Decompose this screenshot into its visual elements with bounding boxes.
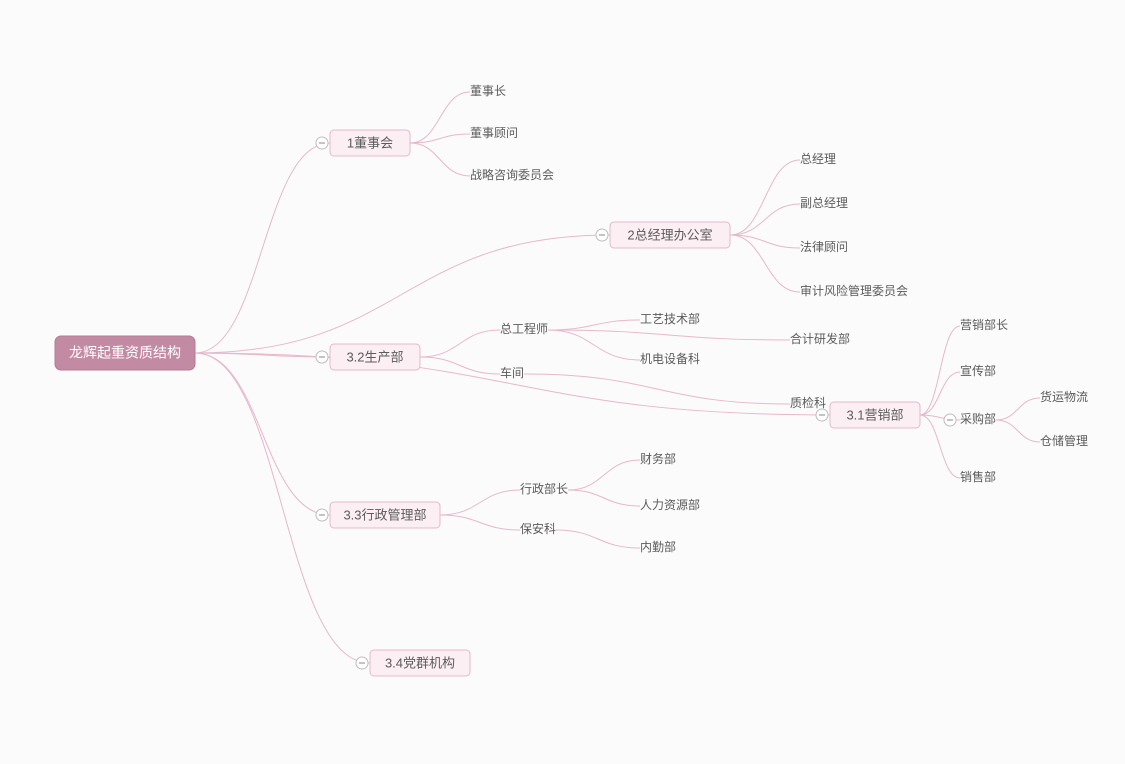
- edge: [195, 353, 330, 515]
- leaf-node[interactable]: 审计风险管理委员会: [800, 283, 908, 298]
- edge: [920, 326, 960, 415]
- collapse-toggle-icon[interactable]: [316, 137, 328, 149]
- leaf-node[interactable]: 保安科: [520, 521, 556, 536]
- collapse-toggle-icon[interactable]: [316, 509, 328, 521]
- branch-label: 3.2生产部: [346, 349, 403, 364]
- branch-label: 3.1营销部: [846, 407, 903, 422]
- edge: [730, 204, 800, 235]
- leaf-label: 战略咨询委员会: [470, 167, 554, 182]
- leaf-node[interactable]: 仓储管理: [1040, 433, 1088, 448]
- edge: [568, 490, 640, 506]
- edge: [568, 460, 640, 490]
- leaf-node[interactable]: 法律顾问: [800, 240, 848, 254]
- edge: [920, 372, 960, 415]
- leaf-node[interactable]: 内勤部: [640, 539, 676, 554]
- leaf-label: 车间: [500, 365, 524, 380]
- leaf-label: 人力资源部: [640, 497, 700, 512]
- leaf-node[interactable]: 营销部长: [960, 317, 1008, 332]
- root-node[interactable]: 龙辉起重资质结构: [55, 336, 195, 370]
- branch-node[interactable]: 3.3行政管理部: [316, 502, 440, 528]
- leaf-label: 采购部: [960, 411, 996, 426]
- edge: [440, 515, 520, 530]
- edge: [410, 143, 470, 176]
- leaf-node[interactable]: 董事长: [470, 84, 506, 98]
- collapse-toggle-icon[interactable]: [816, 409, 828, 421]
- leaf-label: 总工程师: [500, 321, 548, 336]
- edges-layer: [195, 92, 1040, 663]
- leaf-node[interactable]: 董事顾问: [470, 126, 518, 140]
- leaf-node[interactable]: 工艺技术部: [640, 311, 700, 326]
- leaf-label: 保安科: [520, 521, 556, 536]
- edge: [195, 143, 330, 353]
- leaf-label: 机电设备科: [640, 352, 700, 366]
- edge: [420, 330, 500, 357]
- leaf-label: 董事长: [470, 84, 506, 98]
- edge: [440, 490, 520, 515]
- branch-label: 3.4党群机构: [385, 655, 455, 670]
- leaf-node[interactable]: 机电设备科: [640, 352, 700, 366]
- leaf-node[interactable]: 战略咨询委员会: [470, 167, 554, 182]
- leaf-label: 货运物流: [1040, 389, 1088, 404]
- edge: [548, 320, 640, 330]
- branch-label: 1董事会: [347, 135, 393, 150]
- leaf-label: 销售部: [960, 469, 996, 484]
- leaf-label: 行政部长: [520, 481, 568, 496]
- branch-node[interactable]: 3.1营销部: [816, 402, 920, 428]
- edge: [556, 530, 640, 548]
- leaf-label: 副总经理: [800, 196, 848, 210]
- branch-node[interactable]: 3.2生产部: [316, 344, 420, 370]
- edge: [548, 330, 790, 340]
- leaf-node[interactable]: 总经理: [800, 152, 836, 166]
- collapse-toggle-icon[interactable]: [316, 351, 328, 363]
- root-label: 龙辉起重资质结构: [69, 345, 181, 361]
- branch-label: 2总经理办公室: [627, 227, 712, 242]
- branch-node[interactable]: 3.4党群机构: [356, 650, 470, 676]
- leaf-node[interactable]: 人力资源部: [640, 497, 700, 512]
- leaf-label: 审计风险管理委员会: [800, 283, 908, 298]
- leaf-label: 法律顾问: [800, 240, 848, 254]
- leaf-label: 工艺技术部: [640, 311, 700, 326]
- leaf-node[interactable]: 车间: [500, 365, 524, 380]
- leaf-label: 合计研发部: [790, 331, 850, 346]
- edge: [420, 357, 500, 374]
- edge: [730, 235, 800, 292]
- leaf-node[interactable]: 行政部长: [520, 481, 568, 496]
- edge: [730, 160, 800, 235]
- leaf-node[interactable]: 采购部: [944, 411, 996, 426]
- leaf-node[interactable]: 销售部: [960, 469, 996, 484]
- edge: [996, 420, 1040, 442]
- leaf-node[interactable]: 财务部: [640, 451, 676, 466]
- leaf-label: 仓储管理: [1040, 433, 1088, 448]
- leaf-label: 内勤部: [640, 539, 676, 554]
- leaf-label: 财务部: [640, 451, 676, 466]
- leaf-label: 董事顾问: [470, 126, 518, 140]
- leaf-node[interactable]: 副总经理: [800, 196, 848, 210]
- leaf-node[interactable]: 合计研发部: [790, 331, 850, 346]
- leaf-label: 质检科: [790, 395, 826, 410]
- branch-node[interactable]: 2总经理办公室: [596, 222, 730, 248]
- collapse-toggle-icon[interactable]: [944, 414, 956, 426]
- collapse-toggle-icon[interactable]: [596, 229, 608, 241]
- leaf-node[interactable]: 质检科: [790, 395, 826, 410]
- edge: [548, 330, 640, 360]
- leaf-node[interactable]: 宣传部: [960, 363, 996, 378]
- leaf-label: 营销部长: [960, 317, 1008, 332]
- edge: [410, 92, 470, 143]
- leaf-node[interactable]: 总工程师: [500, 321, 548, 336]
- edge: [524, 374, 790, 404]
- leaf-node[interactable]: 货运物流: [1040, 389, 1088, 404]
- edge: [996, 398, 1040, 420]
- collapse-toggle-icon[interactable]: [356, 657, 368, 669]
- branch-node[interactable]: 1董事会: [316, 130, 410, 156]
- leaf-label: 宣传部: [960, 363, 996, 378]
- mindmap-canvas: 龙辉起重资质结构 1董事会 董事长董事顾问战略咨询委员会 2总经理办公室 总经理副总经理…: [0, 0, 1125, 764]
- leaf-label: 总经理: [800, 152, 836, 166]
- branch-label: 3.3行政管理部: [343, 507, 426, 522]
- edge: [195, 353, 830, 415]
- nodes-layer: 龙辉起重资质结构 1董事会 董事长董事顾问战略咨询委员会 2总经理办公室 总经理副总经理…: [55, 84, 1088, 676]
